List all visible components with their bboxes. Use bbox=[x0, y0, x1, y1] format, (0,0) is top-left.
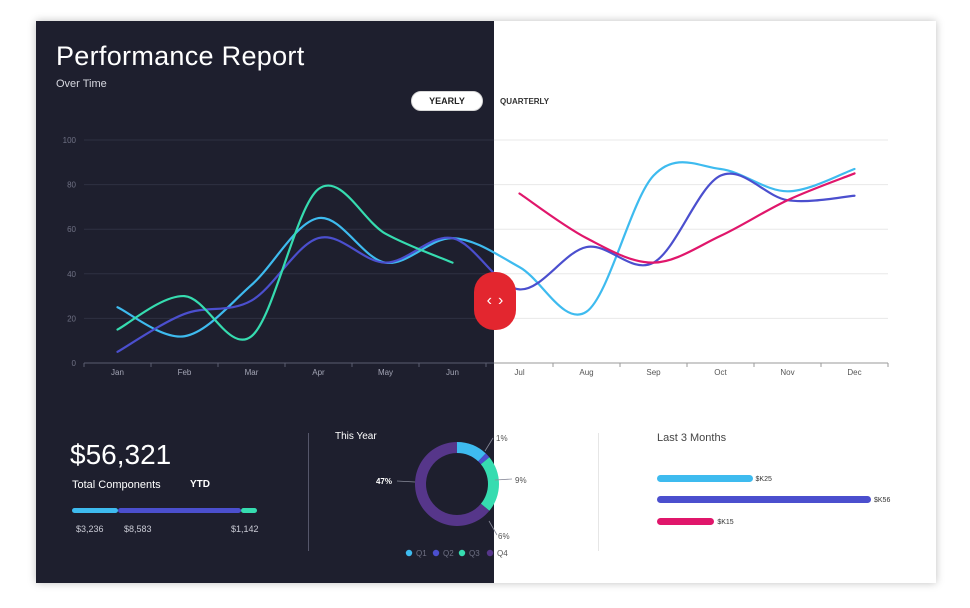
donut-leader-line bbox=[484, 437, 494, 452]
total-value: $56,321 bbox=[70, 439, 172, 470]
last-3-months-bar bbox=[657, 518, 715, 525]
x-tick-label: Jun bbox=[446, 368, 459, 377]
last-3-months-title: Last 3 Months bbox=[657, 432, 727, 444]
x-tick-label: May bbox=[378, 368, 393, 377]
y-tick-label: 60 bbox=[67, 225, 76, 234]
x-tick-label: Oct bbox=[714, 368, 727, 377]
last-3-months-bar bbox=[657, 475, 753, 482]
donut-slice-q1 bbox=[457, 442, 486, 462]
last-3-months-bar-label: $K25 bbox=[755, 476, 772, 483]
x-tick-label: Jan bbox=[111, 368, 124, 377]
donut-slice-q3 bbox=[480, 457, 499, 511]
period-label: YTD bbox=[190, 479, 210, 490]
donut-percent-label: 1% bbox=[496, 434, 508, 443]
series-line-indigo bbox=[116, 172, 856, 353]
y-tick-label: 20 bbox=[67, 314, 76, 323]
breakdown-value-2: $8,583 bbox=[124, 524, 152, 534]
donut-slice-q4 bbox=[415, 442, 490, 526]
report-card: 0 20 40 60 80 100 Jan Feb Mar Apr May Jun Jul Aug Sep O… bbox=[36, 21, 936, 583]
x-tick-label: Aug bbox=[579, 368, 593, 377]
legend-label-q3: Q3 bbox=[469, 549, 480, 558]
series-line-teal bbox=[116, 184, 454, 341]
yearly-toggle-button[interactable]: YEARLY bbox=[411, 91, 483, 111]
x-tick-label: Sep bbox=[646, 368, 661, 377]
breakdown-bar-1 bbox=[72, 508, 119, 513]
x-tick-label: Apr bbox=[312, 368, 325, 377]
page-title: Performance Report bbox=[56, 41, 305, 71]
total-label: Total Components bbox=[72, 479, 161, 491]
x-tick-label: Mar bbox=[245, 368, 259, 377]
breakdown-value-3: $1,142 bbox=[231, 524, 259, 534]
breakdown-bar-3 bbox=[240, 508, 257, 513]
breakdown-bar-2 bbox=[118, 508, 241, 513]
donut-leader-line bbox=[488, 520, 498, 536]
donut-percent-label: 47% bbox=[376, 477, 392, 486]
x-tick-label: Nov bbox=[780, 368, 794, 377]
legend-dot-q1 bbox=[405, 549, 413, 557]
donut-leader-line bbox=[494, 478, 513, 481]
x-tick-label: Feb bbox=[178, 368, 192, 377]
last-3-months-bar bbox=[657, 496, 871, 503]
legend-label-q1: Q1 bbox=[416, 549, 427, 558]
donut-leader-line bbox=[396, 480, 416, 483]
x-tick-label: Jul bbox=[514, 368, 524, 377]
legend-dot-q4 bbox=[486, 549, 494, 557]
y-tick-label: 40 bbox=[67, 270, 76, 279]
x-tick-label: Dec bbox=[847, 368, 861, 377]
donut-slice-q2 bbox=[478, 453, 490, 465]
donut-percent-label: 9% bbox=[515, 476, 527, 485]
legend-dot-q3 bbox=[458, 549, 466, 557]
last-3-months-bar-label: $K15 bbox=[717, 519, 734, 526]
y-tick-label: 0 bbox=[72, 359, 77, 368]
last-3-months-bar-label: $K56 bbox=[874, 497, 891, 504]
legend-label-q2: Q2 bbox=[443, 549, 454, 558]
this-year-title: This Year bbox=[335, 431, 377, 442]
legend-label-q4: Q4 bbox=[497, 549, 508, 558]
y-tick-label: 100 bbox=[63, 136, 77, 145]
chevron-left-icon: ‹ bbox=[486, 292, 492, 309]
performance-line-chart: 0 20 40 60 80 100 Jan Feb Mar Apr May Jun Jul Aug Sep O… bbox=[63, 136, 889, 558]
chevron-right-icon: › bbox=[498, 292, 504, 309]
section-divider bbox=[598, 433, 599, 551]
series-line-magenta bbox=[518, 172, 856, 264]
section-divider bbox=[308, 433, 309, 551]
comparison-slider-handle[interactable]: ‹ › bbox=[474, 272, 516, 330]
y-tick-label: 80 bbox=[67, 181, 76, 190]
breakdown-value-1: $3,236 bbox=[76, 524, 104, 534]
donut-percent-label: 6% bbox=[498, 532, 510, 541]
page-subtitle: Over Time bbox=[56, 78, 107, 90]
quarterly-toggle-button[interactable]: QUARTERLY bbox=[500, 97, 550, 106]
legend-dot-q2 bbox=[432, 549, 440, 557]
series-line-cyan bbox=[116, 161, 856, 338]
